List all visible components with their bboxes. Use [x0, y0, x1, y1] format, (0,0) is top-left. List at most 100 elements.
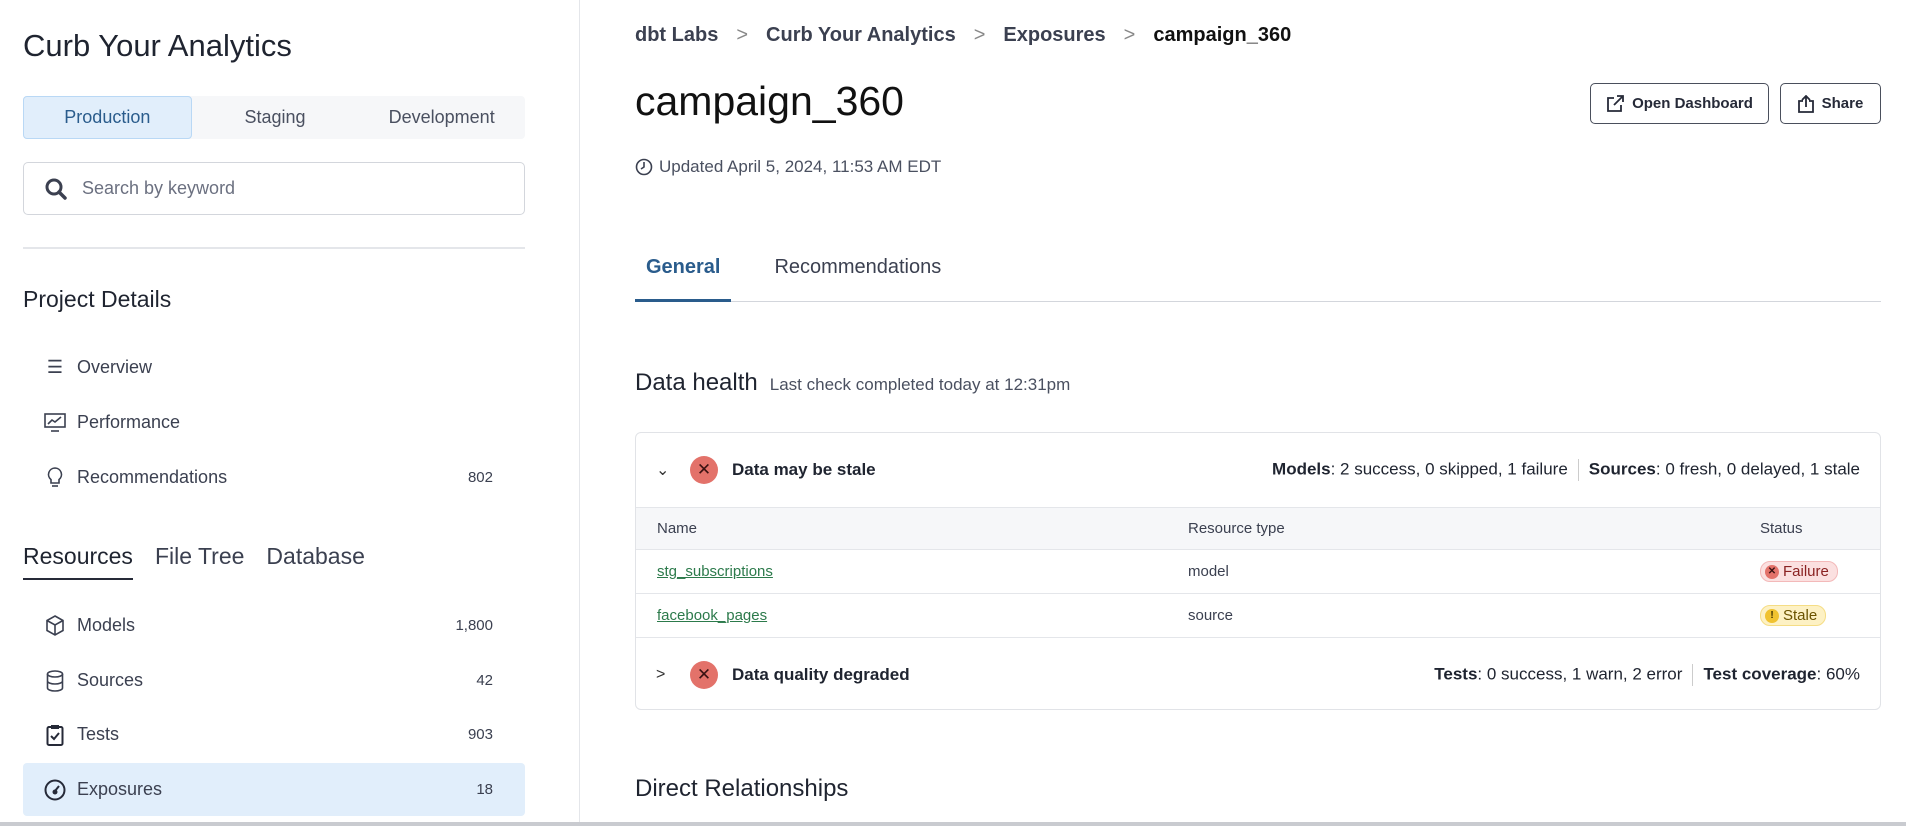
- cube-icon: [43, 614, 67, 637]
- breadcrumb-item[interactable]: dbt Labs: [635, 24, 719, 46]
- project-details-heading: Project Details: [23, 286, 172, 312]
- chart-monitor-icon: [43, 412, 67, 433]
- resource-type: model: [1188, 549, 1760, 594]
- sidebar: Curb Your Analytics Production Staging D…: [0, 0, 580, 826]
- chevron-right-icon: >: [973, 24, 986, 46]
- divider: [23, 247, 525, 249]
- chevron-right-icon: >: [736, 24, 749, 46]
- environment-switcher: Production Staging Development: [23, 96, 525, 139]
- nav-label: Models: [77, 615, 136, 635]
- nav-count: 1,800: [455, 617, 493, 634]
- nav-count: 42: [476, 672, 493, 689]
- error-icon: ✕: [690, 661, 718, 689]
- resource-tabs: Resources File Tree Database: [23, 543, 365, 580]
- stat-value: : 0 fresh, 0 delayed, 1 stale: [1655, 459, 1860, 479]
- group-title: Data may be stale: [732, 460, 876, 479]
- data-health-heading: Data health: [635, 369, 758, 396]
- nav-label: Overview: [77, 357, 153, 377]
- stat-label: Sources: [1588, 459, 1656, 479]
- window-bottom-edge: [0, 822, 1906, 826]
- breadcrumb-current: campaign_360: [1153, 24, 1292, 46]
- resource-link[interactable]: stg_subscriptions: [657, 563, 773, 580]
- share-icon: [1797, 94, 1814, 113]
- tab-file-tree[interactable]: File Tree: [154, 543, 245, 569]
- env-development[interactable]: Development: [388, 107, 495, 127]
- nav-sources[interactable]: Sources 42: [23, 654, 525, 707]
- table-row: stg_subscriptions model ✕ Failure: [636, 549, 1880, 594]
- column-header: Status: [1760, 507, 1880, 550]
- resource-link[interactable]: facebook_pages: [657, 607, 768, 624]
- env-staging[interactable]: Staging: [244, 107, 306, 127]
- open-dashboard-button[interactable]: Open Dashboard: [1590, 83, 1769, 124]
- group-stats: Tests: 0 success, 1 warn, 2 error Test co…: [1434, 664, 1860, 686]
- status-badge: ! Stale: [1760, 605, 1827, 626]
- button-label: Share: [1821, 95, 1864, 112]
- stat-label: Tests: [1434, 664, 1478, 684]
- resource-type: source: [1188, 593, 1760, 638]
- updated-timestamp: Updated April 5, 2024, 11:53 AM EDT: [635, 157, 941, 177]
- detail-tabs: General Recommendations: [635, 256, 1881, 302]
- nav-overview[interactable]: ☰ Overview: [23, 341, 525, 394]
- database-icon: [43, 669, 67, 692]
- error-icon: ✕: [1765, 564, 1779, 579]
- stale-resources-table: Name Resource type Status stg_subscripti…: [636, 507, 1880, 638]
- env-production[interactable]: Production: [23, 96, 192, 139]
- external-link-icon: [1607, 94, 1624, 112]
- chevron-down-icon[interactable]: ⌄: [656, 462, 670, 479]
- lightbulb-icon: [43, 466, 67, 489]
- health-group-stale[interactable]: ⌄ ✕ Data may be stale Models: 2 success,…: [636, 433, 1880, 507]
- column-header: Name: [636, 507, 1188, 550]
- stat-label: Models: [1272, 459, 1331, 479]
- group-title: Data quality degraded: [732, 665, 910, 684]
- warning-icon: !: [1765, 608, 1779, 623]
- stat-value: : 0 success, 1 warn, 2 error: [1477, 664, 1683, 684]
- breadcrumb: dbt Labs > Curb Your Analytics > Exposures…: [635, 24, 1291, 47]
- share-button[interactable]: Share: [1780, 83, 1881, 124]
- table-row: facebook_pages source ! Stale: [636, 593, 1880, 638]
- stat-value: : 2 success, 0 skipped, 1 failure: [1330, 459, 1568, 479]
- nav-count: 802: [467, 469, 493, 486]
- tab-resources[interactable]: Resources: [23, 543, 133, 580]
- list-icon: ☰: [46, 357, 64, 377]
- column-header: Resource type: [1188, 507, 1760, 550]
- search-input[interactable]: [82, 178, 502, 199]
- tab-database[interactable]: Database: [266, 543, 365, 569]
- data-health-header: Data health Last check completed today at…: [635, 369, 1070, 397]
- page-title: campaign_360: [635, 78, 904, 124]
- nav-performance[interactable]: Performance: [23, 396, 525, 449]
- stat-label: Test coverage: [1703, 664, 1817, 684]
- error-icon: ✕: [690, 456, 718, 484]
- nav-label: Tests: [77, 724, 120, 744]
- nav-count: 18: [476, 781, 493, 798]
- nav-label: Exposures: [77, 779, 163, 799]
- breadcrumb-item[interactable]: Exposures: [1003, 24, 1106, 46]
- gauge-icon: [43, 779, 67, 801]
- nav-tests[interactable]: Tests 903: [23, 708, 525, 761]
- search-icon: [45, 178, 67, 200]
- tab-recommendations[interactable]: Recommendations: [774, 256, 942, 278]
- nav-label: Recommendations: [77, 467, 228, 487]
- nav-recommendations[interactable]: Recommendations 802: [23, 451, 525, 504]
- nav-label: Sources: [77, 670, 144, 690]
- nav-models[interactable]: Models 1,800: [23, 599, 525, 652]
- status-badge: ✕ Failure: [1760, 561, 1838, 582]
- health-group-quality[interactable]: > ✕ Data quality degraded Tests: 0 succe…: [636, 638, 1880, 709]
- breadcrumb-item[interactable]: Curb Your Analytics: [766, 24, 956, 46]
- tab-general[interactable]: General: [635, 256, 732, 302]
- data-health-card: ⌄ ✕ Data may be stale Models: 2 success,…: [635, 432, 1881, 710]
- search-box[interactable]: [23, 162, 525, 215]
- nav-count: 903: [467, 726, 493, 743]
- clock-icon: [635, 158, 653, 176]
- group-stats: Models: 2 success, 0 skipped, 1 failure S…: [1272, 459, 1860, 481]
- button-label: Open Dashboard: [1632, 95, 1753, 112]
- nav-label: Performance: [77, 412, 181, 432]
- status-text: Failure: [1783, 563, 1829, 580]
- direct-relationships-heading: Direct Relationships: [635, 775, 849, 802]
- stat-value: : 60%: [1816, 664, 1860, 684]
- nav-exposures[interactable]: Exposures 18: [23, 763, 525, 816]
- app-title: Curb Your Analytics: [23, 28, 292, 63]
- status-text: Stale: [1783, 607, 1818, 624]
- clipboard-check-icon: [43, 724, 67, 746]
- chevron-right-icon: >: [1123, 24, 1136, 46]
- chevron-right-icon[interactable]: >: [656, 666, 666, 683]
